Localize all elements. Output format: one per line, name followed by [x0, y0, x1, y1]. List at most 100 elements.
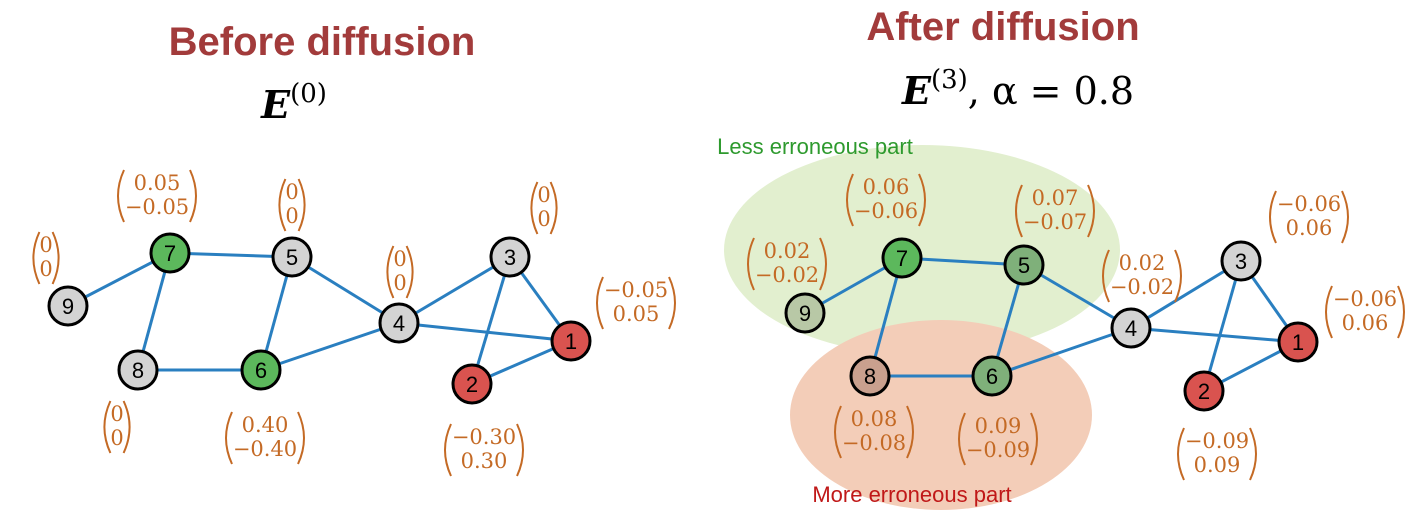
node-4: 4	[378, 302, 420, 344]
vector-5-lparen	[1015, 184, 1023, 238]
less-erroneous-label: Less erroneous part	[717, 134, 913, 159]
vector-5-lparen	[278, 178, 287, 232]
vector-1-rparen	[1397, 285, 1405, 339]
vector-9-bottom: 0	[39, 257, 52, 281]
vector-7-bottom: −0.05	[125, 195, 189, 219]
vector-7-rparen	[189, 169, 197, 223]
node-4: 4	[1110, 307, 1152, 349]
node-8-label: 8	[132, 358, 144, 383]
node-1: 1	[1277, 321, 1319, 363]
vector-6-top: 0.09	[975, 414, 1022, 438]
vector-1: −0.060.06	[1325, 285, 1405, 339]
node-2: 2	[1183, 370, 1225, 412]
vector-6: 0.40−0.40	[225, 411, 305, 465]
graph-after: 1−0.060.062−0.090.093−0.060.0640.02−0.02…	[747, 173, 1405, 481]
vector-9-rparen	[819, 237, 827, 291]
vector-3-top: −0.06	[1277, 192, 1341, 216]
node-7: 7	[149, 232, 191, 274]
vector-2-lparen	[1177, 427, 1185, 481]
right-title: After diffusion	[866, 5, 1139, 49]
vector-5-rparen	[1087, 184, 1095, 238]
vector-2-lparen	[444, 423, 452, 477]
node-4-circle	[1110, 307, 1152, 349]
vector-2: −0.090.09	[1177, 427, 1257, 481]
edge-4-3	[1130, 259, 1242, 330]
vector-8-rparen	[906, 405, 914, 459]
graph-before: 1−0.050.052−0.300.3030040050060.40−0.407…	[32, 169, 676, 477]
node-5-label: 5	[1018, 253, 1030, 278]
left-title: Before diffusion	[169, 20, 476, 64]
vector-7-bottom: −0.06	[854, 199, 918, 223]
vector-1-top: −0.06	[1333, 287, 1397, 311]
node-6: 6	[971, 355, 1013, 397]
vector-8-top: 0.08	[851, 407, 898, 431]
vector-1-rparen	[668, 276, 676, 330]
vector-9: 0.02−0.02	[747, 237, 827, 291]
vector-5-top: 0	[285, 180, 298, 204]
vector-3-rparen	[549, 181, 558, 235]
vector-7-lparen	[117, 169, 125, 223]
node-4-circle	[378, 302, 420, 344]
vector-7-top: 0.06	[863, 175, 910, 199]
vector-2-bottom: 0.30	[461, 449, 508, 473]
vector-7-lparen	[846, 173, 854, 227]
vector-4-bottom: 0	[393, 271, 406, 295]
vector-9-lparen	[747, 237, 755, 291]
node-6-circle	[971, 355, 1013, 397]
vector-3: −0.060.06	[1269, 190, 1349, 244]
vector-8: 00	[103, 400, 131, 454]
right-formula: E(3), α = 0.8	[901, 65, 1134, 113]
vector-9-bottom: −0.02	[755, 263, 819, 287]
node-7-circle	[881, 237, 923, 279]
edge-5-4	[1023, 263, 1132, 330]
node-9: 9	[784, 292, 826, 334]
node-5-circle	[1003, 244, 1045, 286]
vector-1-lparen	[1325, 285, 1333, 339]
vector-3-bottom: 0.06	[1286, 216, 1333, 240]
node-7-circle	[149, 232, 191, 274]
vector-2-top: −0.30	[452, 425, 516, 449]
node-4-label: 4	[1125, 316, 1137, 341]
node-2-circle	[1183, 370, 1225, 412]
vector-6: 0.09−0.09	[958, 412, 1038, 466]
node-6-circle	[240, 349, 282, 391]
node-7-label: 7	[164, 241, 176, 266]
node-8: 8	[117, 349, 159, 391]
vector-3-bottom: 0	[537, 207, 550, 231]
vector-2-bottom: 0.09	[1194, 453, 1241, 477]
vector-1-top: −0.05	[604, 278, 668, 302]
node-9-label: 9	[62, 294, 74, 319]
vector-8-bottom: −0.08	[842, 431, 906, 455]
vector-1: −0.050.05	[596, 276, 676, 330]
vector-4-top: 0	[393, 247, 406, 271]
node-5-label: 5	[286, 245, 298, 270]
edge-4-1	[398, 321, 572, 343]
vector-8: 0.08−0.08	[834, 405, 914, 459]
node-9: 9	[47, 285, 89, 327]
vector-3-lparen	[1269, 190, 1277, 244]
node-9-circle	[47, 285, 89, 327]
vector-4-lparen	[386, 245, 395, 299]
node-6: 6	[240, 349, 282, 391]
vector-1-bottom: 0.05	[613, 302, 660, 326]
vector-3-top: 0	[537, 183, 550, 207]
vector-1-lparen	[596, 276, 604, 330]
node-1: 1	[550, 320, 592, 362]
vector-5: 0.07−0.07	[1015, 184, 1095, 238]
node-8-circle	[849, 355, 891, 397]
node-4-label: 4	[393, 311, 405, 336]
node-1-circle	[550, 320, 592, 362]
vector-6-rparen	[297, 411, 305, 465]
node-3-circle	[489, 236, 531, 278]
vector-3: 00	[530, 181, 558, 235]
node-3: 3	[1220, 240, 1262, 282]
node-8: 8	[849, 355, 891, 397]
vector-9-top: 0.02	[764, 239, 811, 263]
vector-8-lparen	[103, 400, 112, 454]
vector-5-bottom: 0	[285, 204, 298, 228]
vector-2: −0.300.30	[444, 423, 524, 477]
edge-4-3	[398, 255, 511, 325]
vector-6-lparen	[225, 411, 233, 465]
vector-1-bottom: 0.06	[1342, 311, 1389, 335]
